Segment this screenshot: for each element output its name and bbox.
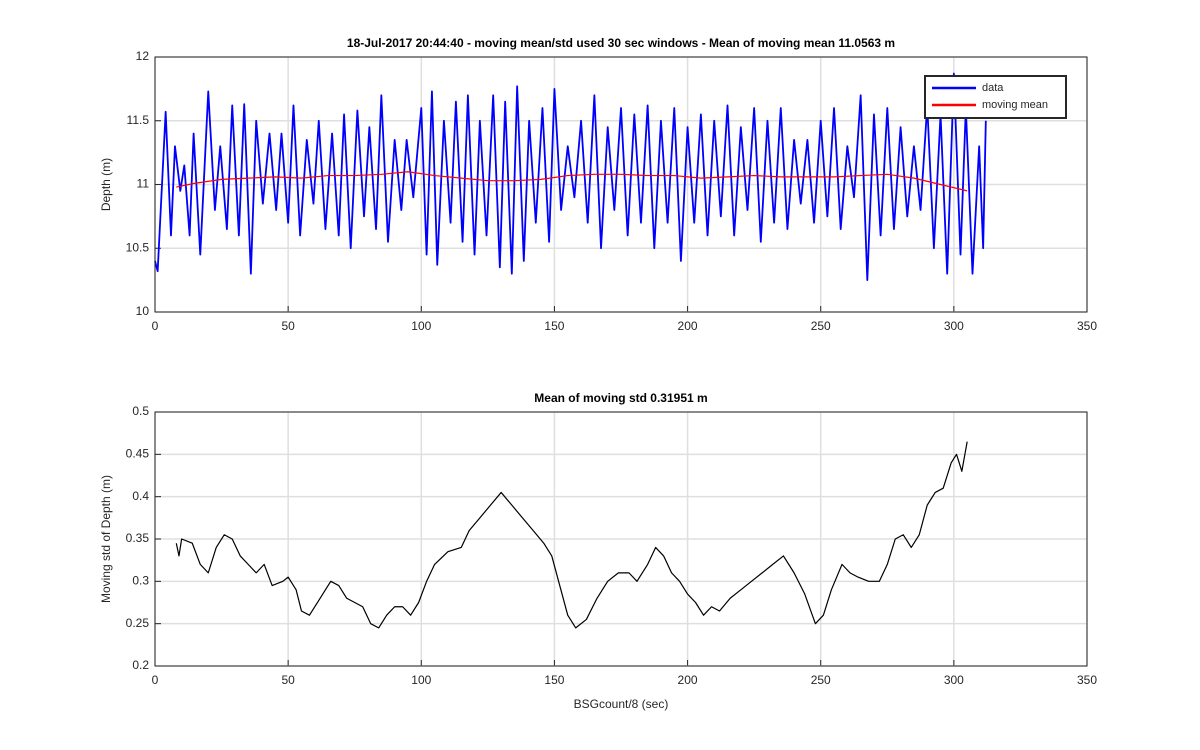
y-tick-label: 10.5 — [126, 240, 150, 254]
y-axis-label: Moving std of Depth (m) — [99, 475, 113, 603]
x-tick-label: 0 — [152, 319, 159, 333]
x-tick-label: 200 — [678, 673, 698, 687]
x-tick-label: 50 — [281, 673, 295, 687]
y-tick-label: 10 — [136, 304, 150, 318]
y-tick-label: 0.2 — [132, 658, 149, 672]
legend-label: moving mean — [982, 99, 1048, 111]
y-tick-label: 0.35 — [126, 531, 150, 545]
x-tick-label: 350 — [1077, 319, 1097, 333]
y-tick-label: 0.45 — [126, 447, 150, 461]
y-tick-label: 12 — [136, 49, 150, 63]
x-tick-label: 100 — [411, 673, 431, 687]
data-line — [154, 72, 987, 282]
x-tick-label: 200 — [678, 319, 698, 333]
data-line — [175, 441, 968, 629]
y-tick-label: 0.4 — [132, 489, 149, 503]
y-tick-label: 11.5 — [127, 113, 150, 127]
x-tick-label: 150 — [544, 319, 564, 333]
x-tick-label: 300 — [944, 673, 964, 687]
x-tick-label: 0 — [152, 673, 159, 687]
x-tick-label: 100 — [411, 319, 431, 333]
x-tick-label: 350 — [1077, 673, 1097, 687]
x-axis-label: BSGcount/8 (sec) — [574, 697, 669, 711]
chart-title: Mean of moving std 0.31951 m — [534, 391, 707, 405]
y-tick-label: 0.25 — [126, 616, 150, 630]
y-tick-label: 11 — [137, 177, 150, 191]
data-line — [176, 171, 968, 192]
axes-box — [154, 411, 1088, 667]
y-tick-label: 0.5 — [132, 404, 149, 418]
x-tick-label: 150 — [544, 673, 564, 687]
x-tick-label: 250 — [811, 673, 831, 687]
y-axis-label: Depth (m) — [99, 158, 113, 211]
y-tick-label: 0.3 — [132, 574, 149, 588]
x-tick-label: 300 — [944, 319, 964, 333]
legend-label: data — [982, 82, 1004, 94]
chart-title: 18-Jul-2017 20:44:40 - moving mean/std u… — [347, 36, 895, 50]
axes-box — [154, 56, 1088, 313]
legend-box — [924, 75, 1067, 119]
x-tick-label: 250 — [811, 319, 831, 333]
x-tick-label: 50 — [281, 319, 295, 333]
